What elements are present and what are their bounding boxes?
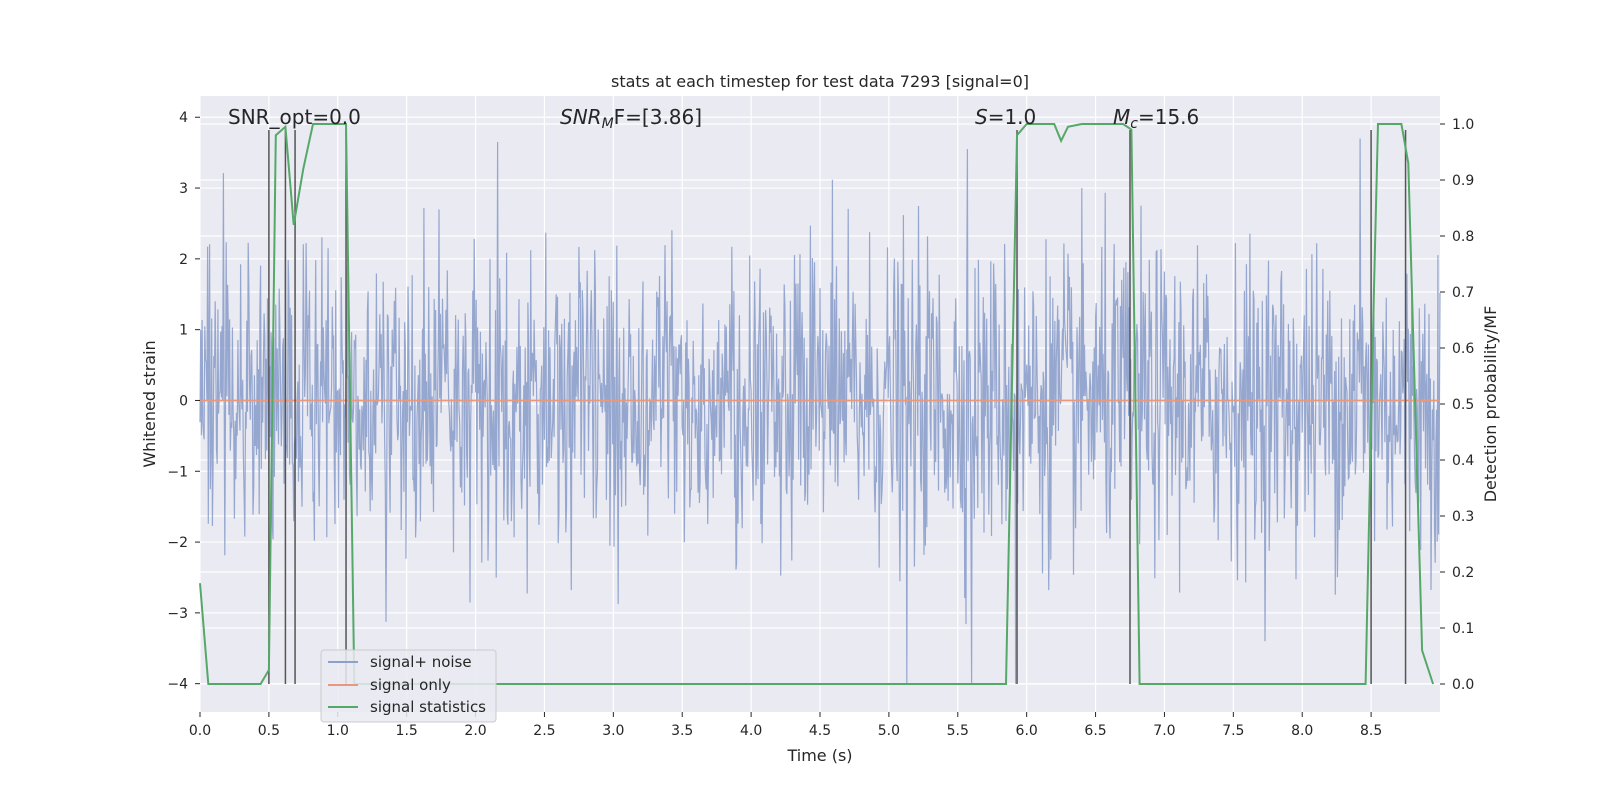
y-right-tick-label-10: 0.0	[1452, 677, 1474, 693]
legend-label-signal-statistics: signal statistics	[370, 698, 486, 716]
axis-ticks: 0.0 0.5 1.0 1.5 2.0 2.5 3.0 3.5 4.0 4.5 5.0 5.5 6.0 6…	[167, 110, 1474, 739]
x-tick-label-17: 8.5	[1360, 723, 1382, 739]
x-tick-label-8: 4.0	[740, 723, 762, 739]
y-right-tick-label-0: 1.0	[1452, 117, 1474, 133]
x-tick-label-0: 0.0	[189, 723, 211, 739]
x-tick-label-9: 4.5	[809, 723, 831, 739]
y-right-tick-label-8: 0.2	[1452, 565, 1474, 581]
y-right-tick-label-5: 0.5	[1452, 397, 1474, 413]
y-right-tick-label-9: 0.1	[1452, 621, 1474, 637]
x-tick-label-11: 5.5	[947, 723, 969, 739]
y-right-tick-label-2: 0.8	[1452, 229, 1474, 245]
legend-label-signal-noise: signal+ noise	[370, 653, 472, 671]
y-left-tick-label-3: 1	[179, 323, 188, 339]
y-left-tick-label-4: 0	[179, 393, 188, 409]
y-axis-label-right: Detection probability/MF	[1481, 306, 1500, 503]
y-right-tick-label-1: 0.9	[1452, 173, 1474, 189]
annotation-mc: Mc=15.6	[1113, 105, 1199, 132]
y-right-tick-label-3: 0.7	[1452, 285, 1474, 301]
legend-box	[320, 649, 497, 723]
signal-noise-trace	[199, 138, 1441, 684]
y-left-tick-label-0: 4	[179, 110, 188, 126]
y-left-tick-label-7: −3	[167, 606, 188, 622]
y-right-tick-label-4: 0.6	[1452, 341, 1474, 357]
y-left-tick-label-6: −2	[167, 535, 188, 551]
x-tick-label-16: 8.0	[1291, 723, 1313, 739]
x-tick-label-12: 6.0	[1016, 723, 1038, 739]
y-right-tick-label-6: 0.4	[1452, 453, 1474, 469]
y-left-tick-label-5: −1	[167, 464, 188, 480]
series-signal-noise	[199, 138, 1441, 684]
x-tick-label-4: 2.0	[464, 723, 486, 739]
x-tick-label-2: 1.0	[327, 723, 349, 739]
x-tick-label-1: 0.5	[258, 723, 280, 739]
x-tick-label-3: 1.5	[396, 723, 418, 739]
series-signal-statistics	[199, 123, 1435, 685]
x-axis-label: Time (s)	[786, 746, 852, 765]
annotation-snr-mf: SNRMF=[3.86]	[560, 105, 702, 132]
x-tick-label-15: 7.5	[1222, 723, 1244, 739]
chart-title: stats at each timestep for test data 729…	[611, 72, 1029, 91]
x-tick-label-13: 6.5	[1084, 723, 1106, 739]
x-tick-label-10: 5.0	[878, 723, 900, 739]
x-tick-label-14: 7.0	[1153, 723, 1175, 739]
y-left-tick-label-2: 2	[179, 252, 188, 268]
y-axis-label-left: Whitened strain	[140, 340, 159, 467]
y-left-tick-label-8: −4	[167, 677, 188, 693]
annotation-s: S=1.0	[975, 105, 1036, 129]
y-right-tick-label-7: 0.3	[1452, 509, 1474, 525]
legend-label-signal-only: signal only	[370, 676, 451, 694]
annotation-snr-opt: SNR_opt=0.0	[228, 105, 361, 129]
x-tick-label-7: 3.5	[671, 723, 693, 739]
legend: signal+ noise signal only signal statist…	[320, 649, 497, 723]
x-tick-label-5: 2.5	[533, 723, 555, 739]
x-tick-label-6: 3.0	[602, 723, 624, 739]
y-left-tick-label-1: 3	[179, 181, 188, 197]
